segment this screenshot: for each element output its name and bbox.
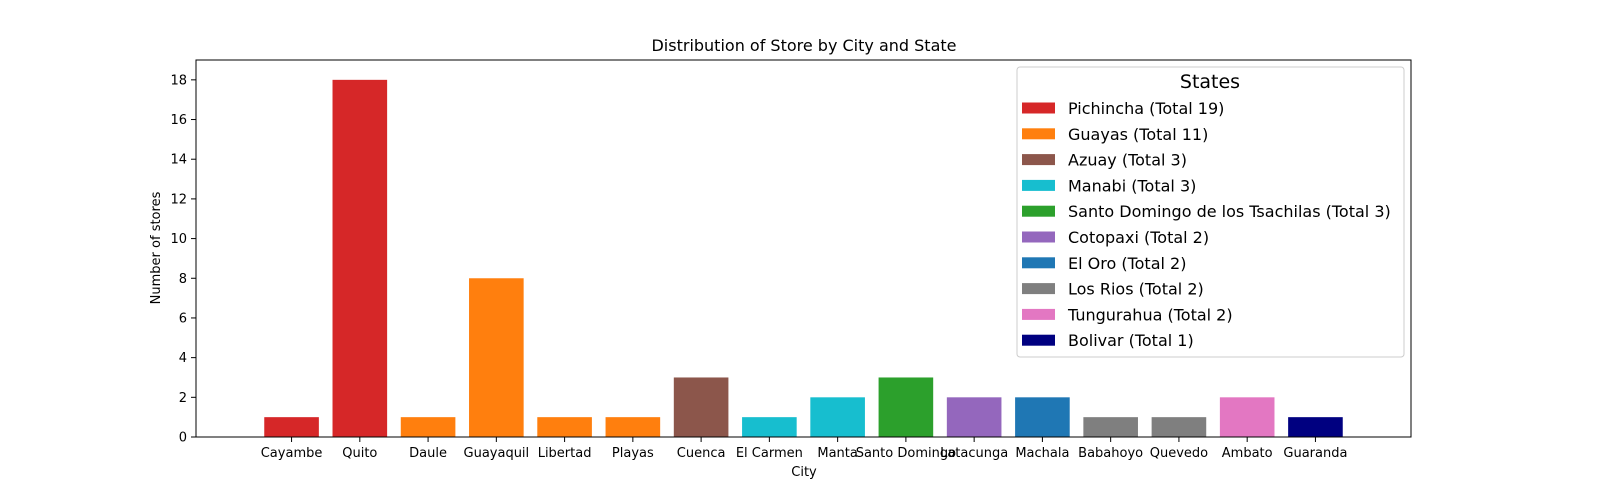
bar-latacunga — [946, 397, 1002, 437]
bar-cayambe — [264, 417, 319, 437]
y-tick-label: 8 — [179, 272, 187, 287]
x-axis-label: City — [791, 465, 817, 480]
legend-entry-label: Los Rios (Total 2) — [1068, 280, 1204, 299]
y-tick-label: 10 — [170, 232, 187, 247]
x-tick-label: Libertad — [538, 446, 592, 461]
bar-manta — [810, 397, 865, 437]
y-tick-label: 12 — [170, 192, 187, 207]
x-tick-label: Guaranda — [1283, 446, 1347, 461]
chart-title: Distribution of Store by City and State — [651, 36, 956, 55]
bar-libertad — [537, 417, 592, 437]
x-tick-label: Quevedo — [1150, 446, 1208, 461]
legend-swatch — [1022, 154, 1055, 166]
bar-playas — [605, 417, 661, 437]
legend-swatch — [1022, 308, 1055, 320]
bar-guaranda — [1288, 417, 1343, 437]
bar-ambato — [1219, 397, 1275, 437]
y-tick-label: 14 — [170, 153, 187, 168]
legend-swatch — [1022, 231, 1055, 243]
legend-swatch — [1022, 283, 1055, 295]
legend-items: Pichincha (Total 19) Guayas (Total 11) Azu… — [1022, 99, 1391, 350]
legend-entry-label: Santo Domingo de los Tsachilas (Total 3) — [1068, 202, 1391, 221]
legend-entry-label: Tungurahua (Total 2) — [1067, 305, 1233, 324]
legend-swatch — [1022, 128, 1055, 140]
y-tick-label: 4 — [179, 351, 187, 366]
legend-swatch — [1022, 205, 1055, 217]
bars-group — [264, 79, 1343, 437]
legend-entry-label: Pichincha (Total 19) — [1068, 99, 1224, 118]
y-tick-label: 6 — [179, 311, 187, 326]
legend-entry-label: Azuay (Total 3) — [1068, 151, 1187, 170]
x-tick-label: Machala — [1015, 446, 1069, 461]
bar-machala — [1015, 397, 1070, 437]
legend-frame — [1016, 66, 1405, 358]
legend-swatch — [1022, 102, 1055, 114]
legend-entry-label: Guayas (Total 11) — [1068, 125, 1208, 144]
x-tick-label: Cuenca — [677, 446, 726, 461]
legend-title: States — [1180, 71, 1240, 93]
x-tick-label: Playas — [612, 446, 654, 461]
bar-quevedo — [1151, 417, 1207, 437]
legend-entry-label: Manabi (Total 3) — [1068, 176, 1196, 195]
y-tick-label: 16 — [170, 113, 187, 128]
bar-santo-domingo — [878, 377, 934, 437]
x-tick-label: El Carmen — [736, 446, 803, 461]
x-tick-label: Santo Domingo — [856, 446, 956, 461]
x-axis: Cayambe Quito Daule Guayaquil Libertad Playas… — [261, 437, 1347, 461]
plot-frame — [195, 59, 1412, 438]
x-tick-label: Cayambe — [261, 446, 323, 461]
x-tick-label: Manta — [817, 446, 858, 461]
x-tick-label: Quito — [342, 446, 377, 461]
bar-babahoyo — [1083, 417, 1138, 437]
x-tick-label: Latacunga — [940, 446, 1008, 461]
y-tick-label: 2 — [179, 391, 187, 406]
x-tick-label: Daule — [409, 446, 447, 461]
y-axis: 0 2 4 6 8 10 12 14 16 18 — [170, 73, 196, 446]
x-tick-label: Babahoyo — [1078, 446, 1143, 461]
legend-swatch — [1022, 179, 1055, 191]
x-tick-label: Guayaquil — [464, 446, 530, 461]
bar-cuenca — [673, 377, 729, 437]
x-tick-label: Ambato — [1222, 446, 1273, 461]
legend-swatch — [1022, 334, 1055, 346]
legend-swatch — [1022, 257, 1055, 269]
legend-entry-label: El Oro (Total 2) — [1068, 254, 1186, 273]
bar-quito — [332, 79, 388, 437]
legend-entry-label: Bolivar (Total 1) — [1068, 331, 1194, 350]
bar-guayaquil — [469, 278, 524, 437]
bar-daule — [400, 417, 456, 437]
legend-entry-label: Cotopaxi (Total 2) — [1068, 228, 1209, 247]
y-tick-label: 18 — [170, 73, 187, 88]
legend: States Pichincha (Total 19) Guayas (Total… — [1016, 66, 1405, 358]
bar-el-carmen — [742, 417, 797, 437]
y-axis-label: Number of stores — [149, 191, 164, 304]
y-tick-label: 0 — [179, 431, 187, 446]
